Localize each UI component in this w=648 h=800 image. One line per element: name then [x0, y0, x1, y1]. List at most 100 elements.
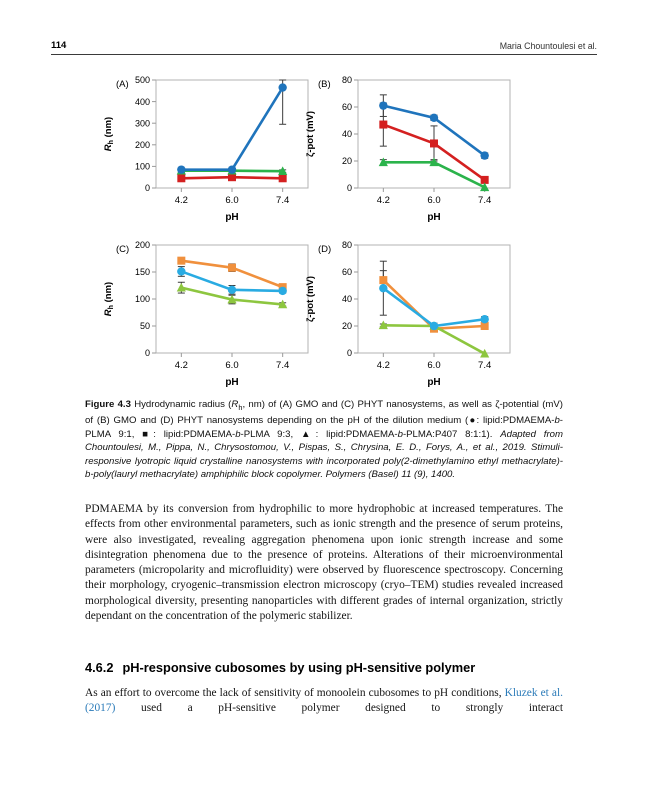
- x-tick-label: 4.2: [377, 360, 390, 371]
- x-axis-title: pH: [427, 212, 440, 223]
- data-point-circle: [480, 151, 489, 160]
- section-number: 4.6.2: [85, 660, 114, 675]
- y-tick-label: 0: [145, 183, 150, 193]
- data-point-circle: [278, 286, 287, 296]
- y-axis-title: Rh (nm): [103, 282, 115, 316]
- caption-segment: Hydrodynamic radius (: [134, 399, 232, 410]
- y-tick-label: 40: [342, 294, 352, 304]
- caption-segment: b: [397, 428, 403, 440]
- y-tick-label: 60: [342, 267, 352, 277]
- panel-label: (A): [116, 79, 129, 90]
- x-axis-title: pH: [427, 377, 440, 388]
- x-tick-label: 6.0: [427, 360, 440, 371]
- y-tick-label: 0: [347, 348, 352, 358]
- y-tick-label: 0: [347, 183, 352, 193]
- body-paragraph-1: PDMAEMA by its conversion from hydrophil…: [85, 503, 563, 623]
- caption-segment: b: [235, 428, 241, 440]
- data-point-circle: [480, 315, 489, 324]
- data-point-triangle: [278, 166, 288, 175]
- caption-segment: -PLMA 9:3, ▲: lipid:PDMAEMA-: [240, 428, 398, 440]
- x-axis-title: pH: [225, 212, 238, 223]
- caption-segment: Figure 4.3: [85, 399, 135, 410]
- data-point-triangle: [480, 182, 490, 192]
- running-head: Maria Chountoulesi et al.: [499, 41, 597, 51]
- y-tick-label: 300: [135, 118, 150, 128]
- paragraph2-text-pre: As an effort to overcome the lack of sen…: [85, 687, 505, 699]
- data-point-circle: [379, 284, 388, 293]
- data-point-square: [480, 175, 489, 184]
- x-tick-label: 6.0: [225, 195, 238, 206]
- y-axis-title: ζ-pot (mV): [305, 276, 316, 322]
- y-tick-label: 0: [145, 348, 150, 358]
- y-axis-title: Rh (nm): [103, 117, 115, 151]
- chart-panel-b: 0 20 40 60 80 4.2 6.0 7.4 pH (B) ζ-pot (mV): [305, 75, 511, 223]
- y-tick-label: 40: [342, 129, 352, 139]
- page-number: 114: [51, 40, 67, 51]
- data-point-circle: [227, 165, 237, 174]
- x-tick-label: 4.2: [377, 195, 390, 206]
- figure-caption: Figure 4.3 Hydrodynamic radius (Rh, nm) …: [85, 398, 563, 482]
- x-tick-label: 7.4: [478, 360, 491, 371]
- y-tick-label: 80: [342, 240, 352, 250]
- data-point-triangle: [429, 157, 439, 167]
- data-point-triangle: [176, 282, 186, 292]
- x-axis-title: pH: [225, 377, 238, 388]
- caption-segment: -PLMA:P407 8:1:1).: [402, 428, 501, 440]
- data-point-square: [228, 173, 236, 182]
- data-point-triangle: [278, 299, 288, 309]
- data-point-circle: [177, 267, 186, 276]
- data-point-square: [228, 263, 236, 272]
- y-tick-label: 60: [342, 102, 352, 112]
- data-point-triangle: [378, 157, 388, 167]
- data-point-square: [278, 174, 287, 183]
- panel-label: (C): [116, 244, 129, 255]
- chart-panel-c: 0 50 100 150 200 4.2 6.0 7.4 pH (C) Rh (nm): [103, 240, 309, 388]
- caption-segment: , nm) of (A) GMO and (C) PHYT nanosystem…: [85, 399, 563, 427]
- caption-segment: -PLMA 9:1, ■: lipid:PDMAEMA-: [85, 415, 563, 440]
- y-tick-label: 500: [135, 75, 150, 85]
- data-point-triangle: [378, 320, 388, 330]
- data-point-circle: [429, 113, 439, 122]
- data-point-square: [177, 256, 186, 265]
- data-point-square: [430, 139, 438, 148]
- section-heading: 4.6.2 pH-responsive cubosomes by using pH…: [85, 660, 563, 675]
- data-point-circle: [278, 83, 287, 92]
- body-paragraph-2: As an effort to overcome the lack of sen…: [85, 686, 563, 717]
- panel-label: (D): [318, 244, 331, 255]
- paragraph2-text-post: used a pH-sensitive polymer designed to …: [115, 702, 563, 715]
- x-tick-label: 7.4: [276, 360, 289, 371]
- section-title: pH-responsive cubosomes by using pH-sens…: [122, 660, 476, 675]
- y-tick-label: 80: [342, 75, 352, 85]
- data-point-square: [177, 174, 186, 183]
- data-point-circle: [429, 321, 439, 331]
- citation-link[interactable]: Kluzek et al. (2017): [85, 687, 563, 715]
- data-point-square: [379, 120, 388, 129]
- x-tick-label: 7.4: [276, 195, 289, 206]
- data-point-circle: [227, 285, 237, 295]
- x-tick-label: 7.4: [478, 195, 491, 206]
- x-tick-label: 6.0: [427, 195, 440, 206]
- y-tick-label: 20: [342, 321, 352, 331]
- page-header: 114 Maria Chountoulesi et al.: [51, 34, 597, 55]
- series-line: [180, 86, 284, 171]
- chart-panel-a: 0 100 200 300 400 500 4.2 6.0 7.4 pH (A) Rh (nm): [103, 75, 309, 223]
- data-point-circle: [379, 101, 388, 110]
- x-tick-label: 6.0: [225, 360, 238, 371]
- data-point-square: [480, 322, 489, 330]
- y-tick-label: 20: [342, 156, 352, 166]
- data-point-triangle: [227, 294, 237, 304]
- x-tick-label: 4.2: [175, 195, 188, 206]
- y-tick-label: 50: [140, 321, 150, 331]
- data-point-circle: [177, 165, 186, 174]
- y-axis-title: ζ-pot (mV): [305, 111, 316, 157]
- x-tick-label: 4.2: [175, 360, 188, 371]
- y-tick-label: 200: [135, 240, 150, 250]
- data-point-triangle: [480, 348, 490, 358]
- caption-segment: R: [231, 399, 239, 410]
- caption-segment: h: [238, 402, 243, 412]
- y-tick-label: 200: [135, 140, 150, 150]
- y-tick-label: 100: [135, 294, 150, 304]
- panel-label: (B): [318, 79, 331, 90]
- y-tick-label: 100: [135, 162, 150, 172]
